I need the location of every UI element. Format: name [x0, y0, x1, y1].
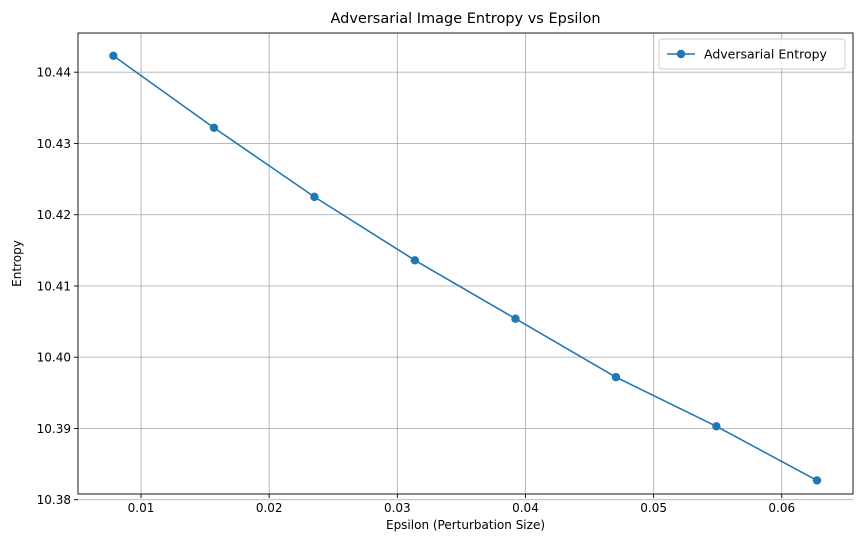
x-tick-label: 0.05	[640, 501, 667, 515]
y-tick-label: 10.43	[37, 137, 71, 151]
data-point	[511, 314, 520, 323]
series-layer	[109, 51, 822, 485]
legend-box	[658, 38, 846, 70]
x-tick-label: 0.02	[256, 501, 283, 515]
x-tick-label: 0.04	[512, 501, 539, 515]
data-point	[712, 422, 721, 431]
data-point	[310, 192, 319, 202]
y-tick-label: 10.39	[37, 422, 71, 436]
legend-marker	[676, 49, 686, 59]
chart-title: Adversarial Image Entropy vs Epsilon	[330, 11, 600, 27]
y-tick-label: 10.38	[37, 493, 71, 507]
data-point	[812, 476, 822, 485]
plot-frame	[77, 32, 854, 495]
legend: Adversarial Entropy	[658, 38, 846, 70]
x-axis-label: Epsilon (Perturbation Size)	[386, 518, 545, 532]
legend-label: Adversarial Entropy	[704, 47, 828, 62]
y-tick-label: 10.41	[37, 279, 71, 293]
ticks: 0.01 0.02 0.03 0.04 0.05 0.06 10.38 10.39 10.40 1…	[37, 66, 795, 515]
x-tick-label: 0.03	[384, 501, 411, 515]
data-point	[410, 256, 420, 265]
y-tick-label: 10.44	[37, 66, 71, 80]
x-tick-label: 0.01	[128, 501, 155, 515]
y-tick-label: 10.40	[37, 351, 71, 365]
y-axis-label: Entropy	[10, 240, 24, 287]
data-point	[209, 123, 219, 132]
grid	[78, 33, 853, 501]
series-line	[112, 55, 818, 482]
y-tick-label: 10.42	[37, 208, 71, 222]
data-point	[109, 51, 118, 61]
data-point	[611, 372, 621, 382]
x-tick-label: 0.06	[768, 501, 795, 515]
